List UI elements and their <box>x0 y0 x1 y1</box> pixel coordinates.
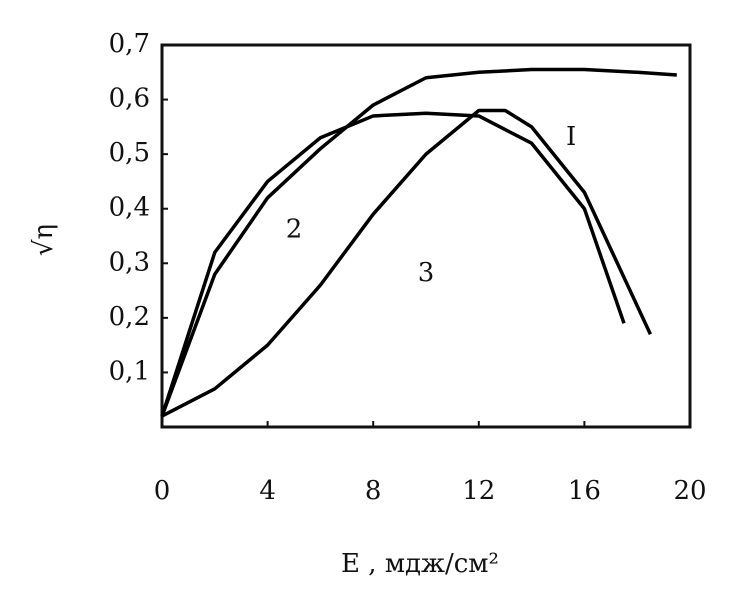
series-label: 3 <box>418 258 435 288</box>
series-label: 2 <box>286 215 303 245</box>
y-tick-label: 0,6 <box>109 84 150 114</box>
series-label: I <box>566 122 576 152</box>
plot-frame <box>160 43 692 429</box>
y-tick-label: 0,4 <box>109 193 150 223</box>
y-tick-label: 0,5 <box>109 138 150 168</box>
line-series <box>161 108 652 418</box>
x-tick-label: 0 <box>154 476 171 506</box>
line-series <box>160 67 677 417</box>
y-tick-label: 0,2 <box>109 302 150 332</box>
x-tick-label: 20 <box>673 476 706 506</box>
x-tick-label: 4 <box>259 476 276 506</box>
x-axis-label: E , мдж/см² <box>341 549 499 579</box>
y-axis-label: √η <box>29 224 59 256</box>
y-tick-label: 0,7 <box>109 29 150 59</box>
x-tick-label: 12 <box>462 476 495 506</box>
line-series <box>160 111 626 417</box>
x-tick-label: 8 <box>365 476 382 506</box>
y-tick-label: 0,3 <box>109 247 150 277</box>
x-tick-label: 16 <box>568 476 601 506</box>
y-tick-label: 0,1 <box>109 356 150 386</box>
